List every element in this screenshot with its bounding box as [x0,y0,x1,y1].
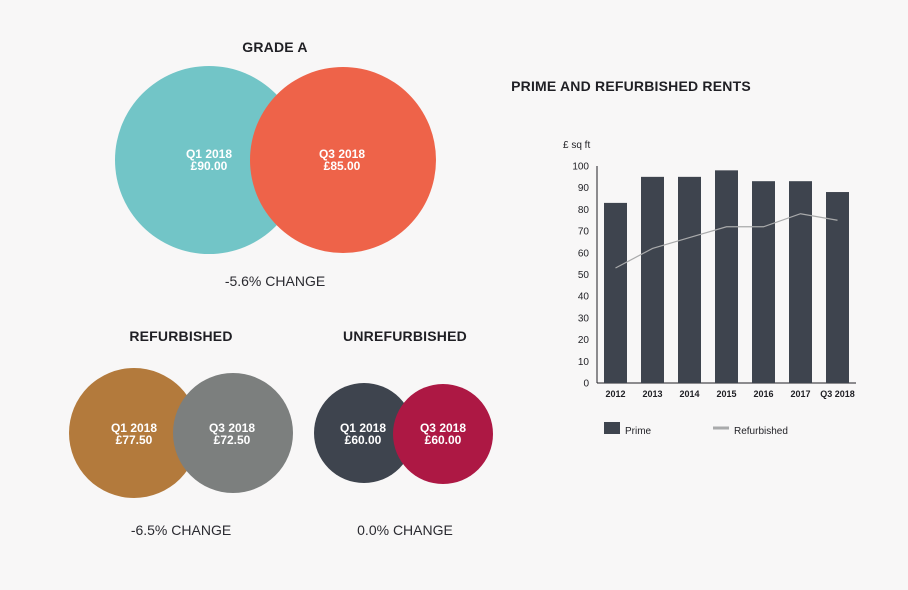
unrefurbished-q1-label: Q1 2018 £60.00 [340,422,386,446]
prime-bar-2017 [789,181,812,383]
y-tick-label: 50 [578,270,590,281]
x-tick-label: Q3 2018 [820,389,855,399]
refurbished-q1-period: Q1 2018 [110,421,158,435]
x-tick-label: 2015 [716,389,736,399]
y-tick-label: 20 [578,335,590,346]
grade-a-q1-period: Q1 2018 [185,147,233,161]
y-tick-label: 60 [578,248,590,259]
y-tick-label: 100 [572,162,589,173]
x-tick-label: 2012 [605,389,625,399]
refurbished-title: REFURBISHED [129,328,233,344]
prime-bar-2014 [678,176,701,383]
unrefurbished-q3-label: Q3 2018 £60.00 [420,422,466,446]
refurbished-q3-value: £72.50 [213,433,251,447]
prime-bar-q3-2018 [826,192,849,383]
x-tick-label: 2014 [679,389,699,399]
chart-title: PRIME AND REFURBISHED RENTS [511,78,751,94]
legend-prime-label: Prime [625,426,652,437]
grade-a-q3-circle [250,67,436,253]
unrefurbished-title: UNREFURBISHED [343,328,467,344]
unrefurbished-change: 0.0% CHANGE [357,522,453,538]
unrefurbished-q3-value: £60.00 [424,433,462,447]
refurbished-q3-circle [173,373,293,493]
y-tick-label: 30 [578,313,590,324]
grade-a-change: -5.6% CHANGE [224,273,326,289]
refurbished-q1-value: £77.50 [115,433,153,447]
refurbished-q3-label: Q3 2018 £72.50 [209,422,255,446]
rent-chart: £ sq ft 0 10 20 30 40 50 60 70 80 90 100 2012 2013 2… [563,140,856,437]
prime-bar-2015 [715,170,738,383]
prime-bar-2016 [752,181,775,383]
unrefurbished-q3-period: Q3 2018 [419,421,467,435]
grade-a-q1-label: Q1 2018 £90.00 [186,148,232,172]
legend-refurbished-label: Refurbished [734,426,788,437]
chart-y-axis-label: £ sq ft [563,140,590,151]
grade-a-title: GRADE A [242,39,308,55]
prime-bar-2013 [641,176,664,383]
y-tick-label: 0 [583,379,589,390]
y-tick-label: 10 [578,357,590,368]
refurbished-q3-period: Q3 2018 [208,421,256,435]
y-tick-label: 40 [578,292,590,303]
unrefurbished-q1-period: Q1 2018 [339,421,387,435]
grade-a-q3-label: Q3 2018 £85.00 [319,148,365,172]
x-tick-label: 2016 [753,389,773,399]
refurbished-q1-label: Q1 2018 £77.50 [111,422,157,446]
unrefurbished-q3-circle [393,384,493,484]
y-tick-label: 80 [578,205,590,216]
y-tick-label: 70 [578,227,590,238]
y-tick-label: 90 [578,183,590,194]
grade-a-q1-value: £90.00 [190,159,228,173]
x-tick-label: 2013 [642,389,662,399]
legend-prime-swatch [604,422,620,434]
grade-a-q3-period: Q3 2018 [318,147,366,161]
prime-bar-2012 [604,202,627,383]
grade-a-q3-value: £85.00 [323,159,361,173]
x-tick-label: 2017 [790,389,810,399]
refurbished-change: -6.5% CHANGE [130,522,232,538]
refurbished-series-line [615,213,838,269]
unrefurbished-q1-value: £60.00 [344,433,382,447]
